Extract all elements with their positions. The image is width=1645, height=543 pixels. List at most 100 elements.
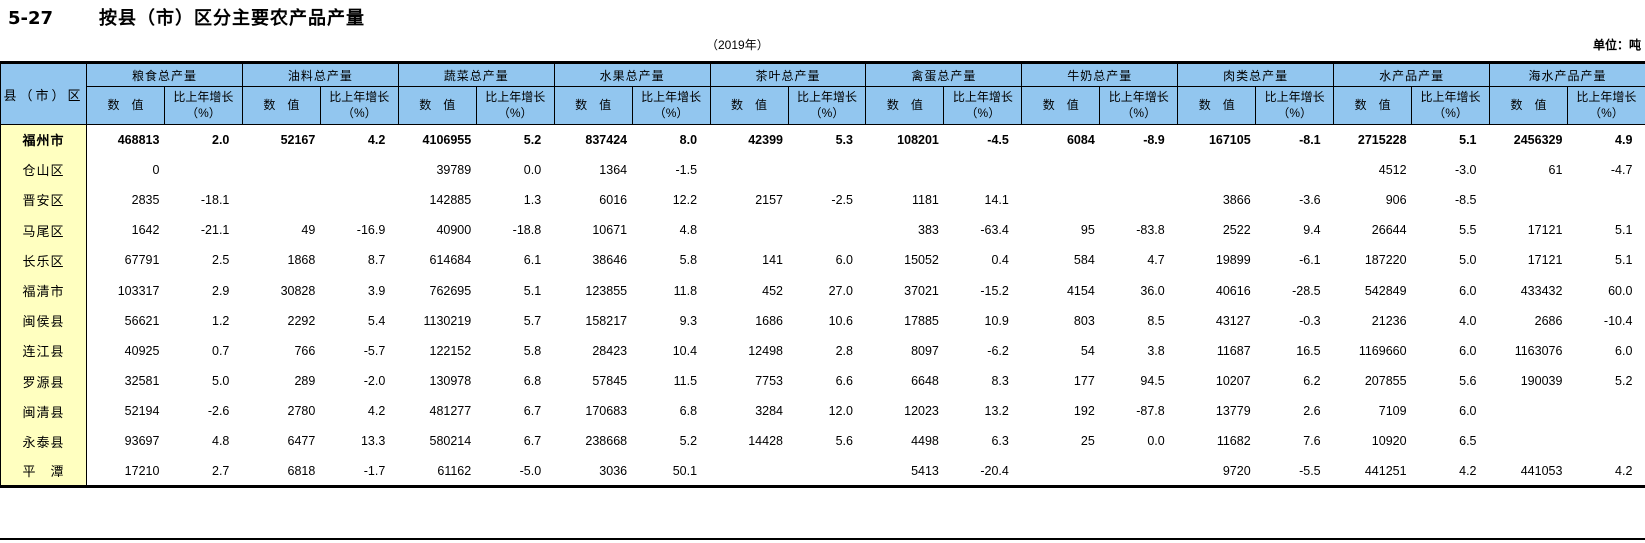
growth-cell: -5.7: [363, 343, 386, 358]
value-subheader-0: 数 值: [86, 86, 165, 125]
row-label: 平 潭: [0, 456, 87, 487]
growth-cell: 0.0: [523, 162, 542, 177]
growth-cell: -2.6: [207, 404, 230, 419]
value-cell: 441053: [1520, 463, 1563, 478]
value-cell: 167105: [1208, 132, 1251, 147]
growth-cell: 2.6: [1303, 404, 1321, 419]
table-row: 长乐区 67791 2.5 1868 8.7 614684 6.1 38646 5.8 141 6.…: [0, 245, 1645, 276]
group-header-2: 蔬菜总产量: [397, 62, 555, 87]
value-cell: 10671: [592, 223, 628, 238]
growth-cell: 36.0: [1140, 283, 1165, 298]
value-cell: 93697: [124, 434, 160, 449]
row-label: 福州市: [0, 124, 87, 155]
value-cell: 6084: [1066, 132, 1095, 147]
growth-cell: -5.0: [519, 463, 542, 478]
growth-cell: 0.7: [212, 343, 230, 358]
value-subheader-9: 数 值: [1489, 86, 1568, 125]
growth-cell: [1100, 185, 1178, 215]
growth-cell: 5.8: [523, 343, 542, 358]
table-row: 福州市 468813 2.0 52167 4.2 4106955 5.2 837424 8.0 4…: [0, 124, 1645, 155]
value-cell: 142885: [429, 192, 472, 207]
value-cell: 433432: [1520, 283, 1563, 298]
value-subheader-3: 数 值: [553, 86, 633, 125]
growth-cell: 6.0: [1459, 283, 1477, 298]
growth-cell: 3.9: [367, 283, 386, 298]
value-cell: 766: [294, 343, 316, 358]
value-cell: 17885: [904, 313, 939, 328]
value-cell: 2522: [1222, 223, 1251, 238]
value-cell: 1364: [599, 162, 628, 177]
value-cell: 906: [1385, 192, 1407, 207]
value-cell: 30828: [280, 283, 316, 298]
growth-subheader-6: 比上年增长 （%）: [1099, 86, 1179, 125]
value-cell: 57845: [592, 374, 628, 389]
growth-cell: -2.0: [363, 374, 386, 389]
value-subheader-8: 数 值: [1333, 86, 1413, 125]
value-cell: [866, 155, 944, 185]
agricultural-output-table: 县（市）区 粮食总产量 油料总产量 蔬菜总产量 水果总产量 茶叶总产量 禽蛋总产量 牛奶总产量…: [0, 61, 1645, 489]
growth-cell: -8.9: [1143, 132, 1165, 147]
value-cell: 19899: [1215, 253, 1251, 268]
growth-cell: -8.1: [1299, 132, 1321, 147]
value-cell: 584: [1073, 253, 1095, 268]
growth-cell: 8.0: [679, 132, 698, 147]
value-cell: [1490, 396, 1568, 426]
value-cell: [710, 155, 788, 185]
value-cell: 4512: [1378, 162, 1407, 177]
growth-cell: [1567, 426, 1645, 456]
growth-subheader-8: 比上年增长 （%）: [1411, 86, 1491, 125]
growth-cell: 4.8: [212, 434, 230, 449]
group-header-4: 茶叶总产量: [709, 62, 867, 87]
growth-cell: 4.2: [367, 404, 386, 419]
value-cell: 1163076: [1514, 343, 1563, 358]
value-cell: 289: [294, 374, 316, 389]
growth-cell: 4.8: [679, 223, 698, 238]
value-cell: 2835: [131, 192, 160, 207]
row-label: 连江县: [0, 335, 87, 366]
page-title: 5-27 按县（市）区分主要农产品产量: [8, 4, 365, 30]
growth-cell: 14.1: [984, 192, 1009, 207]
value-cell: [710, 457, 788, 487]
value-subheader-4: 数 值: [709, 86, 789, 125]
growth-cell: 9.4: [1303, 223, 1321, 238]
value-cell: 103317: [117, 283, 160, 298]
value-cell: 441251: [1364, 463, 1407, 478]
growth-cell: [1100, 457, 1178, 487]
value-cell: 1130219: [423, 313, 472, 328]
value-cell: 2715228: [1357, 132, 1407, 147]
growth-cell: 5.2: [1615, 374, 1633, 389]
growth-cell: 60.0: [1608, 283, 1633, 298]
value-cell: 2456329: [1513, 132, 1563, 147]
growth-cell: 5.0: [212, 374, 230, 389]
growth-cell: 8.7: [367, 253, 386, 268]
growth-cell: [788, 457, 866, 487]
growth-cell: 6.0: [1615, 343, 1633, 358]
growth-cell: [164, 155, 242, 185]
value-cell: [710, 215, 788, 245]
growth-cell: -4.5: [987, 132, 1009, 147]
value-cell: 5413: [911, 463, 939, 478]
value-cell: 38646: [592, 253, 628, 268]
value-cell: 49: [301, 223, 316, 238]
value-cell: 17121: [1527, 223, 1563, 238]
value-cell: 11687: [1216, 343, 1251, 358]
table-row: 平 潭 17210 2.7 6818 -1.7 61162 -5.0 3036 50.1 5413…: [0, 456, 1645, 487]
value-subheader-7: 数 值: [1177, 86, 1257, 125]
value-subheader-5: 数 值: [865, 86, 945, 125]
growth-subheader-3: 比上年增长 （%）: [631, 86, 711, 125]
value-cell: 2780: [287, 404, 316, 419]
growth-cell: 5.8: [679, 253, 698, 268]
value-cell: 158217: [585, 313, 628, 328]
value-cell: 8097: [911, 343, 939, 358]
growth-cell: 13.2: [984, 404, 1009, 419]
growth-cell: -2.5: [831, 192, 853, 207]
growth-cell: 6.8: [523, 374, 542, 389]
value-cell: 6818: [287, 463, 316, 478]
row-label: 永泰县: [0, 426, 87, 457]
growth-cell: 10.6: [828, 313, 853, 328]
value-cell: 39789: [436, 162, 472, 177]
table-row: 马尾区 1642 -21.1 49 -16.9 40900 -18.8 10671 4.8 383…: [0, 215, 1645, 246]
growth-subheader-9: 比上年增长 （%）: [1566, 86, 1645, 125]
value-cell: 43127: [1215, 313, 1251, 328]
growth-cell: -16.9: [356, 223, 386, 238]
